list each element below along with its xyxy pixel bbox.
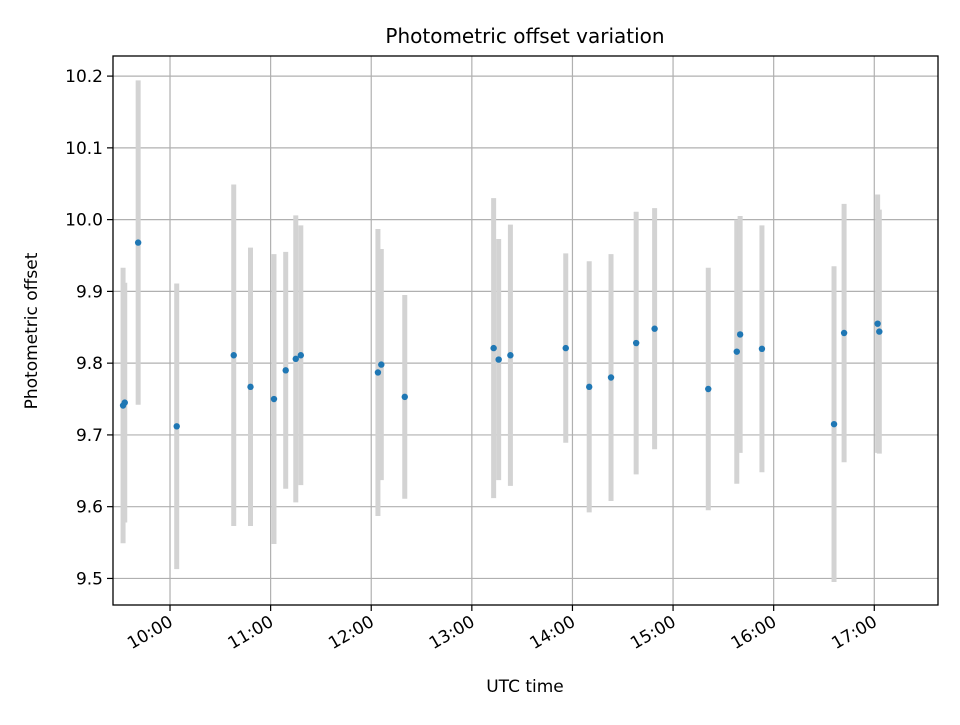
y-axis: 9.5 9.6 9.7 9.8 9.9 10.0 10.1 10.2 xyxy=(65,67,113,589)
data-point xyxy=(297,352,305,359)
y-tick-label: 10.1 xyxy=(65,139,103,159)
data-point xyxy=(134,239,142,246)
y-tick-label: 10.0 xyxy=(65,211,103,231)
data-point xyxy=(495,356,502,363)
data-point xyxy=(121,399,128,406)
y-tick-label: 9.5 xyxy=(76,569,103,589)
y-tick-label: 9.9 xyxy=(76,282,103,302)
data-point xyxy=(758,345,766,352)
data-point xyxy=(586,383,593,391)
data-point xyxy=(490,344,497,352)
data-point xyxy=(733,348,740,355)
y-tick-label: 9.8 xyxy=(76,354,103,374)
data-point xyxy=(562,344,569,352)
y-tick-label: 9.7 xyxy=(76,426,103,446)
data-point xyxy=(401,393,408,401)
y-axis-label: Photometric offset xyxy=(22,252,42,409)
data-point xyxy=(607,374,615,381)
data-point xyxy=(840,329,848,337)
data-point xyxy=(651,325,658,332)
data-point xyxy=(830,420,838,428)
chart-title: Photometric offset variation xyxy=(385,24,664,48)
data-point xyxy=(507,352,514,359)
data-point xyxy=(270,395,278,403)
data-point xyxy=(374,369,382,376)
data-point xyxy=(874,320,881,327)
data-point xyxy=(736,331,744,338)
data-point xyxy=(632,339,640,347)
data-point xyxy=(378,361,385,368)
data-points xyxy=(119,239,883,430)
plot-frame xyxy=(112,55,939,606)
y-tick-label: 10.2 xyxy=(65,67,103,87)
y-tick-label: 9.6 xyxy=(76,498,103,518)
data-point xyxy=(173,423,180,430)
data-point xyxy=(230,352,237,359)
data-point xyxy=(705,385,712,393)
x-axis-label: UTC time xyxy=(486,677,564,697)
data-point xyxy=(282,367,289,374)
data-point xyxy=(876,328,883,335)
data-point xyxy=(247,383,254,391)
data-point xyxy=(292,355,299,363)
